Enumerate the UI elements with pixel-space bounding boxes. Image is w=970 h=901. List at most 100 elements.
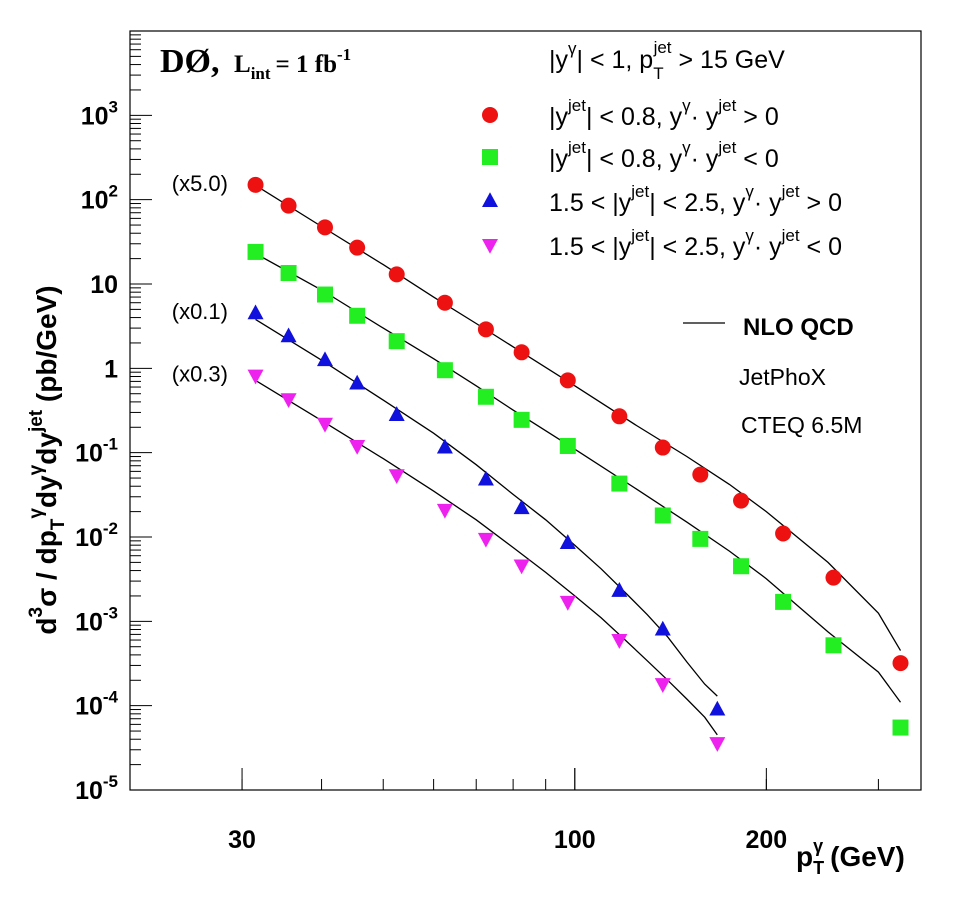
legend-marker: [482, 149, 498, 165]
data-point: [247, 243, 264, 260]
y-tick-exponent: -4: [103, 688, 119, 707]
data-point: [733, 558, 750, 575]
y-axis-title-part: d: [31, 617, 62, 634]
x-tick-label: 100: [554, 826, 596, 854]
legend-text: < 0: [736, 145, 778, 173]
series-scale-label: (x5.0): [172, 171, 228, 196]
y-tick-label: 103: [81, 97, 118, 130]
theory-program: JetPhoX: [739, 364, 826, 390]
legend-label: 1.5 < |yjet| < 2.5, yγ· yjet > 0: [549, 182, 842, 217]
data-point: [280, 197, 297, 214]
data-point: [316, 417, 333, 433]
y-axis-title-part: T: [48, 518, 69, 530]
data-point: [559, 372, 576, 389]
data-point: [513, 344, 530, 361]
legend-text: |y: [549, 145, 568, 173]
x-axis-title: pγ T (GeV): [796, 836, 905, 878]
y-tick-base: 1: [104, 355, 118, 383]
theory-curve: [255, 318, 718, 697]
data-point: [611, 582, 628, 597]
data-point: [513, 559, 530, 575]
data-point: [559, 534, 576, 549]
x-tick-label: 30: [228, 826, 256, 854]
y-tick-base: 10: [75, 440, 103, 468]
data-point: [513, 411, 530, 428]
y-tick-base: 10: [81, 187, 109, 215]
data-point: [559, 437, 576, 454]
y-axis-title-part: (pb/GeV): [31, 285, 62, 409]
y-tick-base: 10: [75, 608, 103, 636]
legend-text: < 0: [800, 233, 842, 261]
data-point: [436, 294, 453, 311]
data-point: [654, 507, 671, 524]
data-point: [559, 595, 576, 611]
legend-text: | < 2.5, y: [649, 189, 746, 217]
y-axis-title-part: dy: [31, 475, 62, 508]
legend-theory-label: NLO QCD: [743, 314, 854, 341]
data-point: [825, 637, 842, 654]
data-point: [247, 304, 264, 320]
data-point: [775, 593, 792, 610]
legend-marker: [482, 107, 498, 123]
data-point: [709, 737, 726, 752]
data-point: [775, 525, 792, 542]
legend-label: |yjet| < 0.8, yγ· yjet < 0: [549, 138, 779, 173]
legend-text: 1.5 < |y: [549, 233, 632, 261]
legend-text: > 0: [800, 189, 842, 217]
y-tick-label: 10-3: [75, 603, 118, 636]
y-tick-label: 1: [104, 355, 118, 383]
legend-marker: [482, 192, 498, 207]
legend-label: |yjet| < 0.8, yγ· yjet > 0: [549, 96, 779, 131]
data-point: [436, 362, 453, 379]
data-point: [654, 439, 671, 456]
data-point: [280, 265, 297, 282]
data-point: [280, 393, 297, 409]
series-scale-label: (x0.1): [172, 299, 228, 324]
data-point: [709, 700, 726, 716]
y-tick-exponent: -1: [103, 435, 118, 454]
data-markers: [247, 176, 909, 752]
y-tick-base: 10: [75, 777, 103, 805]
legend-superscript: γ: [745, 182, 754, 201]
data-point: [892, 719, 909, 736]
legend-superscript: γ: [682, 138, 691, 157]
legend-text: · y: [691, 103, 719, 131]
data-point: [477, 388, 494, 405]
legend-superscript: jet: [630, 226, 649, 245]
legend-superscript: jet: [781, 226, 800, 245]
data-point: [654, 620, 671, 636]
data-point: [611, 634, 628, 649]
y-tick-base: 10: [75, 693, 103, 721]
data-point: [280, 327, 297, 343]
y-axis-title-part: γ: [26, 508, 47, 519]
legend-text: · y: [754, 233, 782, 261]
y-axis-title-part: dy: [31, 432, 62, 465]
legend-text: |y: [549, 103, 568, 131]
data-point: [477, 321, 494, 338]
data-point: [611, 408, 628, 425]
data-point: [436, 503, 453, 519]
legend-marker: [482, 239, 498, 254]
legend-text: · y: [691, 145, 719, 173]
y-axis-title-part: σ / dp: [31, 530, 62, 607]
data-point: [316, 219, 333, 236]
data-point: [611, 475, 628, 492]
series-scale-labels: (x5.0) (x0.1) (x0.3): [172, 171, 228, 387]
data-point: [692, 530, 709, 547]
data-point: [733, 492, 750, 509]
y-tick-exponent: 3: [109, 97, 118, 116]
y-tick-base: 10: [90, 271, 118, 299]
y-tick-label: 10-5: [75, 772, 118, 805]
data-point: [247, 369, 264, 385]
y-tick-exponent: 2: [109, 182, 118, 201]
y-tick-exponent: -2: [103, 519, 118, 538]
legend-superscript: γ: [682, 96, 691, 115]
data-point: [247, 176, 264, 193]
data-point: [825, 569, 842, 586]
legend-text: 1.5 < |y: [549, 189, 632, 217]
y-axis-title-part: γ: [26, 464, 47, 475]
selection-header: |yγ| < 1, pTjet > 15 GeV: [549, 38, 785, 83]
data-point: [388, 469, 405, 485]
legend-text: > 0: [736, 103, 778, 131]
